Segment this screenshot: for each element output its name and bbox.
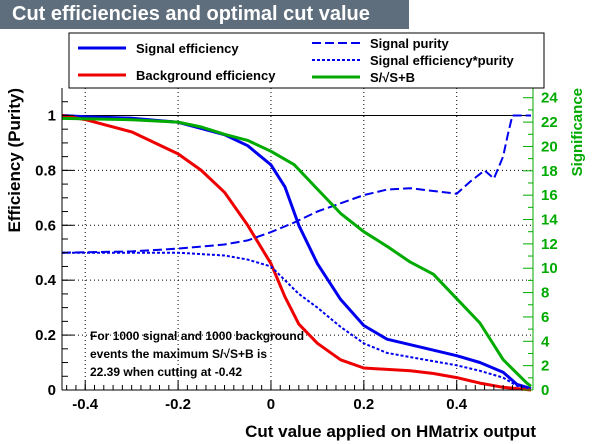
y-tick-label: 1 xyxy=(48,107,56,124)
series-line-2 xyxy=(61,114,531,254)
legend: Signal efficiency Background efficiency Si… xyxy=(68,32,545,89)
y-axis-label: Efficiency (Purity) xyxy=(5,88,24,233)
grid-layer xyxy=(62,88,531,391)
y-tick-label: 0.6 xyxy=(35,217,56,234)
y2-tick-label: 18 xyxy=(541,163,558,180)
y2-tick-label: 10 xyxy=(541,260,558,277)
y2-tick-label: 14 xyxy=(541,212,558,229)
legend-label-1: Background efficiency xyxy=(136,68,276,83)
y2-tick-label: 4 xyxy=(541,333,550,350)
y2-tick-label: 6 xyxy=(541,309,549,326)
x-tick-label: -0.2 xyxy=(165,396,191,413)
x-tick-label: 0.4 xyxy=(446,396,468,413)
chart-title: Cut efficiencies and optimal cut value xyxy=(0,0,409,29)
series-line-3 xyxy=(62,251,532,390)
y-tick-label: 0.2 xyxy=(35,327,56,344)
annotation-line-1: events the maximum S/√S+B is xyxy=(90,347,267,361)
legend-label-2: Signal purity xyxy=(370,36,450,51)
y2-tick-label: 12 xyxy=(541,236,558,253)
annotation: For 1000 signal and 1000 background event… xyxy=(90,329,304,379)
legend-box xyxy=(68,32,545,89)
y2-tick-label: 0 xyxy=(541,382,549,399)
annotation-line-0: For 1000 signal and 1000 background xyxy=(90,329,304,343)
axes-layer: -0.4 -0.2 0 0.2 0.400.20.40.60.8102468101214… xyxy=(35,88,558,413)
series-layer xyxy=(61,114,532,392)
series-line-4 xyxy=(61,116,532,388)
y2-tick-label: 16 xyxy=(541,187,558,204)
y2-axis-label: Significance xyxy=(569,88,586,176)
x-axis-label: Cut value applied on HMatrix output xyxy=(245,422,536,441)
x-tick-label: 0.2 xyxy=(353,396,374,413)
y-tick-label: 0.4 xyxy=(35,272,57,289)
y-tick-label: 0 xyxy=(48,382,56,399)
legend-label-3: Signal efficiency*purity xyxy=(370,53,515,68)
series-line-1 xyxy=(61,114,532,392)
y2-tick-label: 22 xyxy=(541,114,558,131)
legend-label-4: S/√S+B xyxy=(370,70,415,85)
annotation-line-2: 22.39 when cutting at -0.42 xyxy=(90,365,242,379)
y2-tick-label: 20 xyxy=(541,138,558,155)
x-tick-label: 0 xyxy=(267,396,275,413)
y2-tick-label: 2 xyxy=(541,358,549,375)
x-tick-label: -0.4 xyxy=(72,396,99,413)
y2-tick-label: 24 xyxy=(541,90,558,107)
y2-tick-label: 8 xyxy=(541,285,549,302)
legend-label-0: Signal efficiency xyxy=(136,41,239,56)
y-tick-label: 0.8 xyxy=(35,162,56,179)
